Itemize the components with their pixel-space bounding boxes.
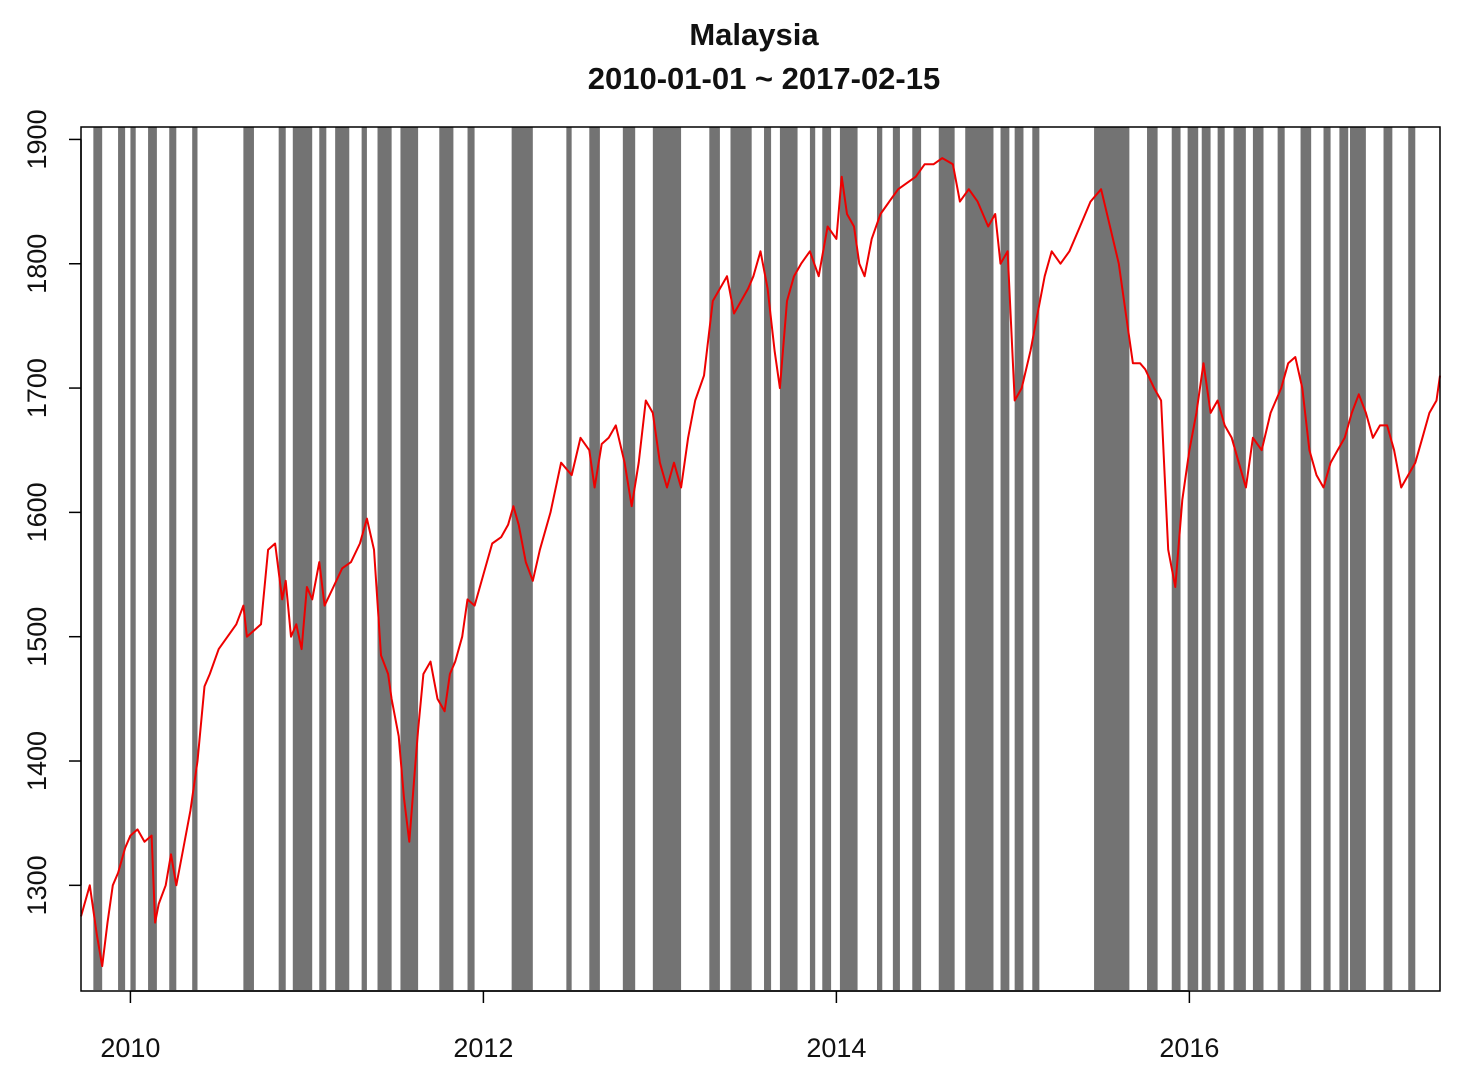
x-tick-label: 2012	[453, 1033, 513, 1063]
shaded-band	[1000, 127, 1010, 990]
shaded-band	[169, 127, 177, 990]
shaded-band	[1032, 127, 1040, 990]
y-tick-label: 1900	[22, 109, 52, 169]
y-tick-label: 1800	[22, 234, 52, 294]
shaded-band	[292, 127, 313, 990]
shaded-band	[1217, 127, 1225, 990]
shaded-band	[1408, 127, 1416, 990]
shaded-band	[1339, 127, 1349, 990]
shaded-band	[148, 127, 157, 990]
shaded-band	[709, 127, 720, 990]
y-tick-label: 1400	[22, 731, 52, 791]
shaded-band	[319, 127, 327, 990]
shaded-band	[130, 127, 136, 990]
shaded-band	[779, 127, 798, 990]
shaded-band	[1349, 127, 1366, 990]
shaded-band	[1233, 127, 1246, 990]
shaded-band	[1323, 127, 1331, 990]
shaded-band	[335, 127, 350, 990]
chart-title: Malaysia	[689, 17, 819, 52]
y-tick-label: 1600	[22, 482, 52, 542]
x-tick-label: 2010	[100, 1033, 160, 1063]
y-axis: 1300 1400 1500 1600 1700 1800 1900	[22, 109, 82, 915]
y-tick-label: 1300	[22, 855, 52, 915]
shaded-band	[439, 127, 454, 990]
shaded-band	[1171, 127, 1181, 990]
shaded-band	[1187, 127, 1199, 990]
shaded-band	[467, 127, 475, 990]
shaded-band	[822, 127, 832, 990]
shaded-periods	[93, 127, 1416, 990]
shaded-band	[876, 127, 883, 990]
shaded-band	[1201, 127, 1211, 990]
shaded-band	[511, 127, 533, 990]
shaded-band	[192, 127, 198, 990]
shaded-band	[1252, 127, 1264, 990]
shaded-band	[730, 127, 752, 990]
shaded-band	[1014, 127, 1024, 990]
shaded-band	[938, 127, 955, 990]
shaded-band	[589, 127, 600, 990]
shaded-band	[566, 127, 572, 990]
plot-area	[80, 157, 1441, 968]
shaded-band	[622, 127, 636, 990]
shaded-band	[809, 127, 816, 990]
shaded-band	[1383, 127, 1393, 990]
shaded-band	[1277, 127, 1285, 990]
x-tick-label: 2014	[806, 1033, 866, 1063]
shaded-band	[1094, 127, 1130, 990]
shaded-band	[278, 127, 286, 990]
chart-subtitle: 2010-01-01 ~ 2017-02-15	[588, 61, 940, 96]
shaded-band	[1300, 127, 1312, 990]
shaded-band	[400, 127, 419, 990]
shaded-band	[377, 127, 392, 990]
series-line	[80, 157, 1441, 968]
shaded-band	[118, 127, 126, 990]
shaded-band	[912, 127, 922, 990]
shaded-band	[764, 127, 772, 990]
x-tick-label: 2016	[1159, 1033, 1219, 1063]
shaded-band	[965, 127, 994, 990]
shaded-band	[1147, 127, 1158, 990]
shaded-band	[652, 127, 682, 990]
shaded-band	[892, 127, 900, 990]
y-tick-label: 1700	[22, 358, 52, 418]
x-axis: 2010 2012 2014 2016	[100, 990, 1219, 1063]
shaded-band	[93, 127, 103, 990]
shaded-band	[839, 127, 858, 990]
y-tick-label: 1500	[22, 607, 52, 667]
shaded-band	[243, 127, 254, 990]
shaded-band	[361, 127, 367, 990]
